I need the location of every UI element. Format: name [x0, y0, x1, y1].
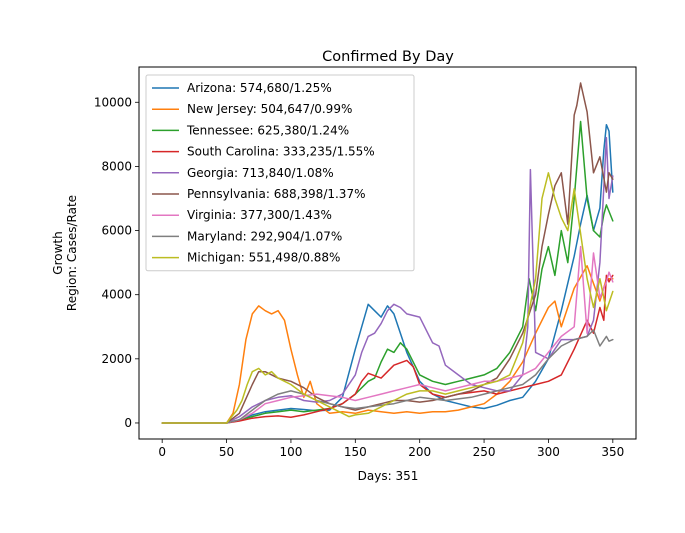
series-line-0: [161, 123, 614, 424]
x-axis-label: Days: 351: [358, 469, 419, 483]
plot-frame: [138, 66, 637, 440]
x-tick-label-50: 50: [219, 445, 234, 459]
y-tick-label-2000: 2000: [101, 352, 132, 366]
series-line-3: [161, 274, 614, 424]
legend-label-6: Virginia: 377,300/1.43%: [187, 208, 332, 222]
y-tick-label-4000: 4000: [101, 288, 132, 302]
series-line-2: [161, 120, 614, 424]
chart-title: Confirmed By Day: [322, 49, 454, 65]
legend-label-0: Arizona: 574,680/1.25%: [187, 81, 332, 95]
x-tick-label-200: 200: [408, 445, 431, 459]
x-tick-label-150: 150: [344, 445, 367, 459]
x-tick-label-0: 0: [158, 445, 166, 459]
series-line-5: [161, 82, 614, 424]
x-axis: 0 50 100 150 200 250 300 350: [158, 439, 624, 459]
legend-label-1: New Jersey: 504,647/0.99%: [187, 102, 352, 116]
series-layer: [161, 82, 614, 424]
legend: Arizona: 574,680/1.25% New Jersey: 504,64…: [145, 74, 415, 272]
x-tick-label-250: 250: [473, 445, 496, 459]
x-tick-label-350: 350: [601, 445, 624, 459]
y-tick-label-10000: 10000: [94, 95, 132, 109]
y-tick-label-6000: 6000: [101, 224, 132, 238]
x-tick-label-300: 300: [537, 445, 560, 459]
series-line-7: [161, 329, 614, 424]
series-line-6: [161, 245, 614, 424]
legend-label-4: Georgia: 713,840/1.08%: [187, 166, 334, 180]
legend-label-8: Michigan: 551,498/0.88%: [187, 251, 340, 265]
series-line-4: [161, 136, 614, 424]
legend-label-5: Pennsylvania: 688,398/1.37%: [187, 187, 365, 201]
legend-label-3: South Carolina: 333,235/1.55%: [187, 145, 375, 159]
y-axis-label: Growth Region: Cases/Rate: [51, 195, 79, 311]
y-axis: 0 2000 4000 6000 8000 10000: [94, 95, 139, 430]
series-line-1: [161, 265, 614, 424]
legend-frame: [145, 74, 415, 272]
y-axis-label-line-2: Region: Cases/Rate: [65, 195, 79, 311]
y-tick-label-8000: 8000: [101, 159, 132, 173]
legend-label-7: Maryland: 292,904/1.07%: [187, 229, 342, 243]
y-tick-label-0: 0: [124, 416, 132, 430]
y-axis-label-line-1: Growth: [51, 231, 65, 274]
series-line-8: [161, 172, 614, 424]
x-tick-label-100: 100: [279, 445, 302, 459]
legend-label-2: Tennessee: 625,380/1.24%: [186, 123, 349, 137]
